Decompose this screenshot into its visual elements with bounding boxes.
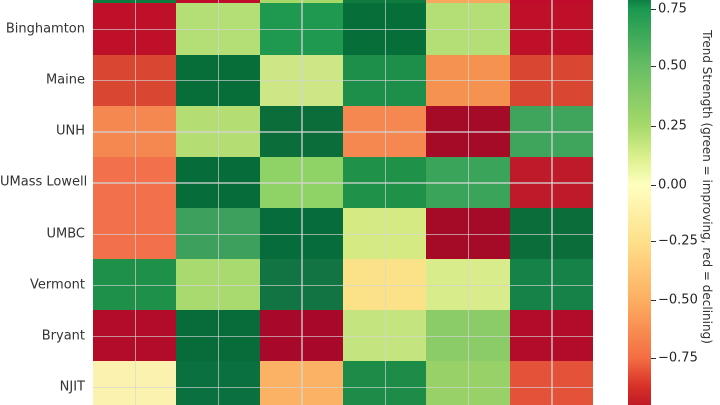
gridline-horizontal [93,28,593,31]
colorbar-tick-label: −0.75 [658,350,698,366]
gridline-horizontal [93,131,593,133]
gridline-horizontal [93,80,593,82]
colorbar-tick-label: −0.25 [658,233,698,249]
row-label-vermont: Vermont [30,277,85,293]
gridline-vertical [301,0,303,405]
colorbar-gradient [628,0,651,405]
colorbar-tick-mark [651,126,656,128]
gridline-horizontal [93,284,593,287]
colorbar-tick-mark [651,300,656,302]
colorbar-tick-label: 0.50 [658,58,687,74]
gridline-vertical [551,0,553,405]
gridline-vertical [384,0,386,405]
gridline-vertical [134,0,136,405]
row-label-bryant: Bryant [41,328,85,344]
heatmap [93,0,594,405]
colorbar-tick-label: 0.75 [658,1,687,17]
colorbar-tick-mark [651,185,656,187]
colorbar-tick-label: 0.00 [658,177,687,193]
colorbar-title: Trend Strength (green = improving, red =… [700,30,714,344]
gridline-vertical [218,0,220,405]
colorbar-tick-mark [651,241,656,243]
row-label-unh: UNH [55,123,85,139]
row-label-umass-lowell: UMass Lowell [0,174,88,190]
gridline-horizontal [93,387,593,389]
colorbar-tick-mark [651,9,656,11]
row-label-binghamton: Binghamton [5,21,85,37]
row-label-umbc: UMBC [46,226,86,242]
gridline-horizontal [93,182,593,184]
colorbar-tick-mark [651,358,656,360]
colorbar-tick-label: −0.50 [658,292,698,308]
gridline-horizontal [93,233,593,235]
row-label-maine: Maine [45,72,85,88]
gridline-horizontal [93,335,593,338]
colorbar-tick-mark [651,66,656,68]
gridline-vertical [468,0,470,405]
colorbar-tick-label: 0.25 [658,118,687,134]
row-label-njit: NJIT [59,379,85,395]
